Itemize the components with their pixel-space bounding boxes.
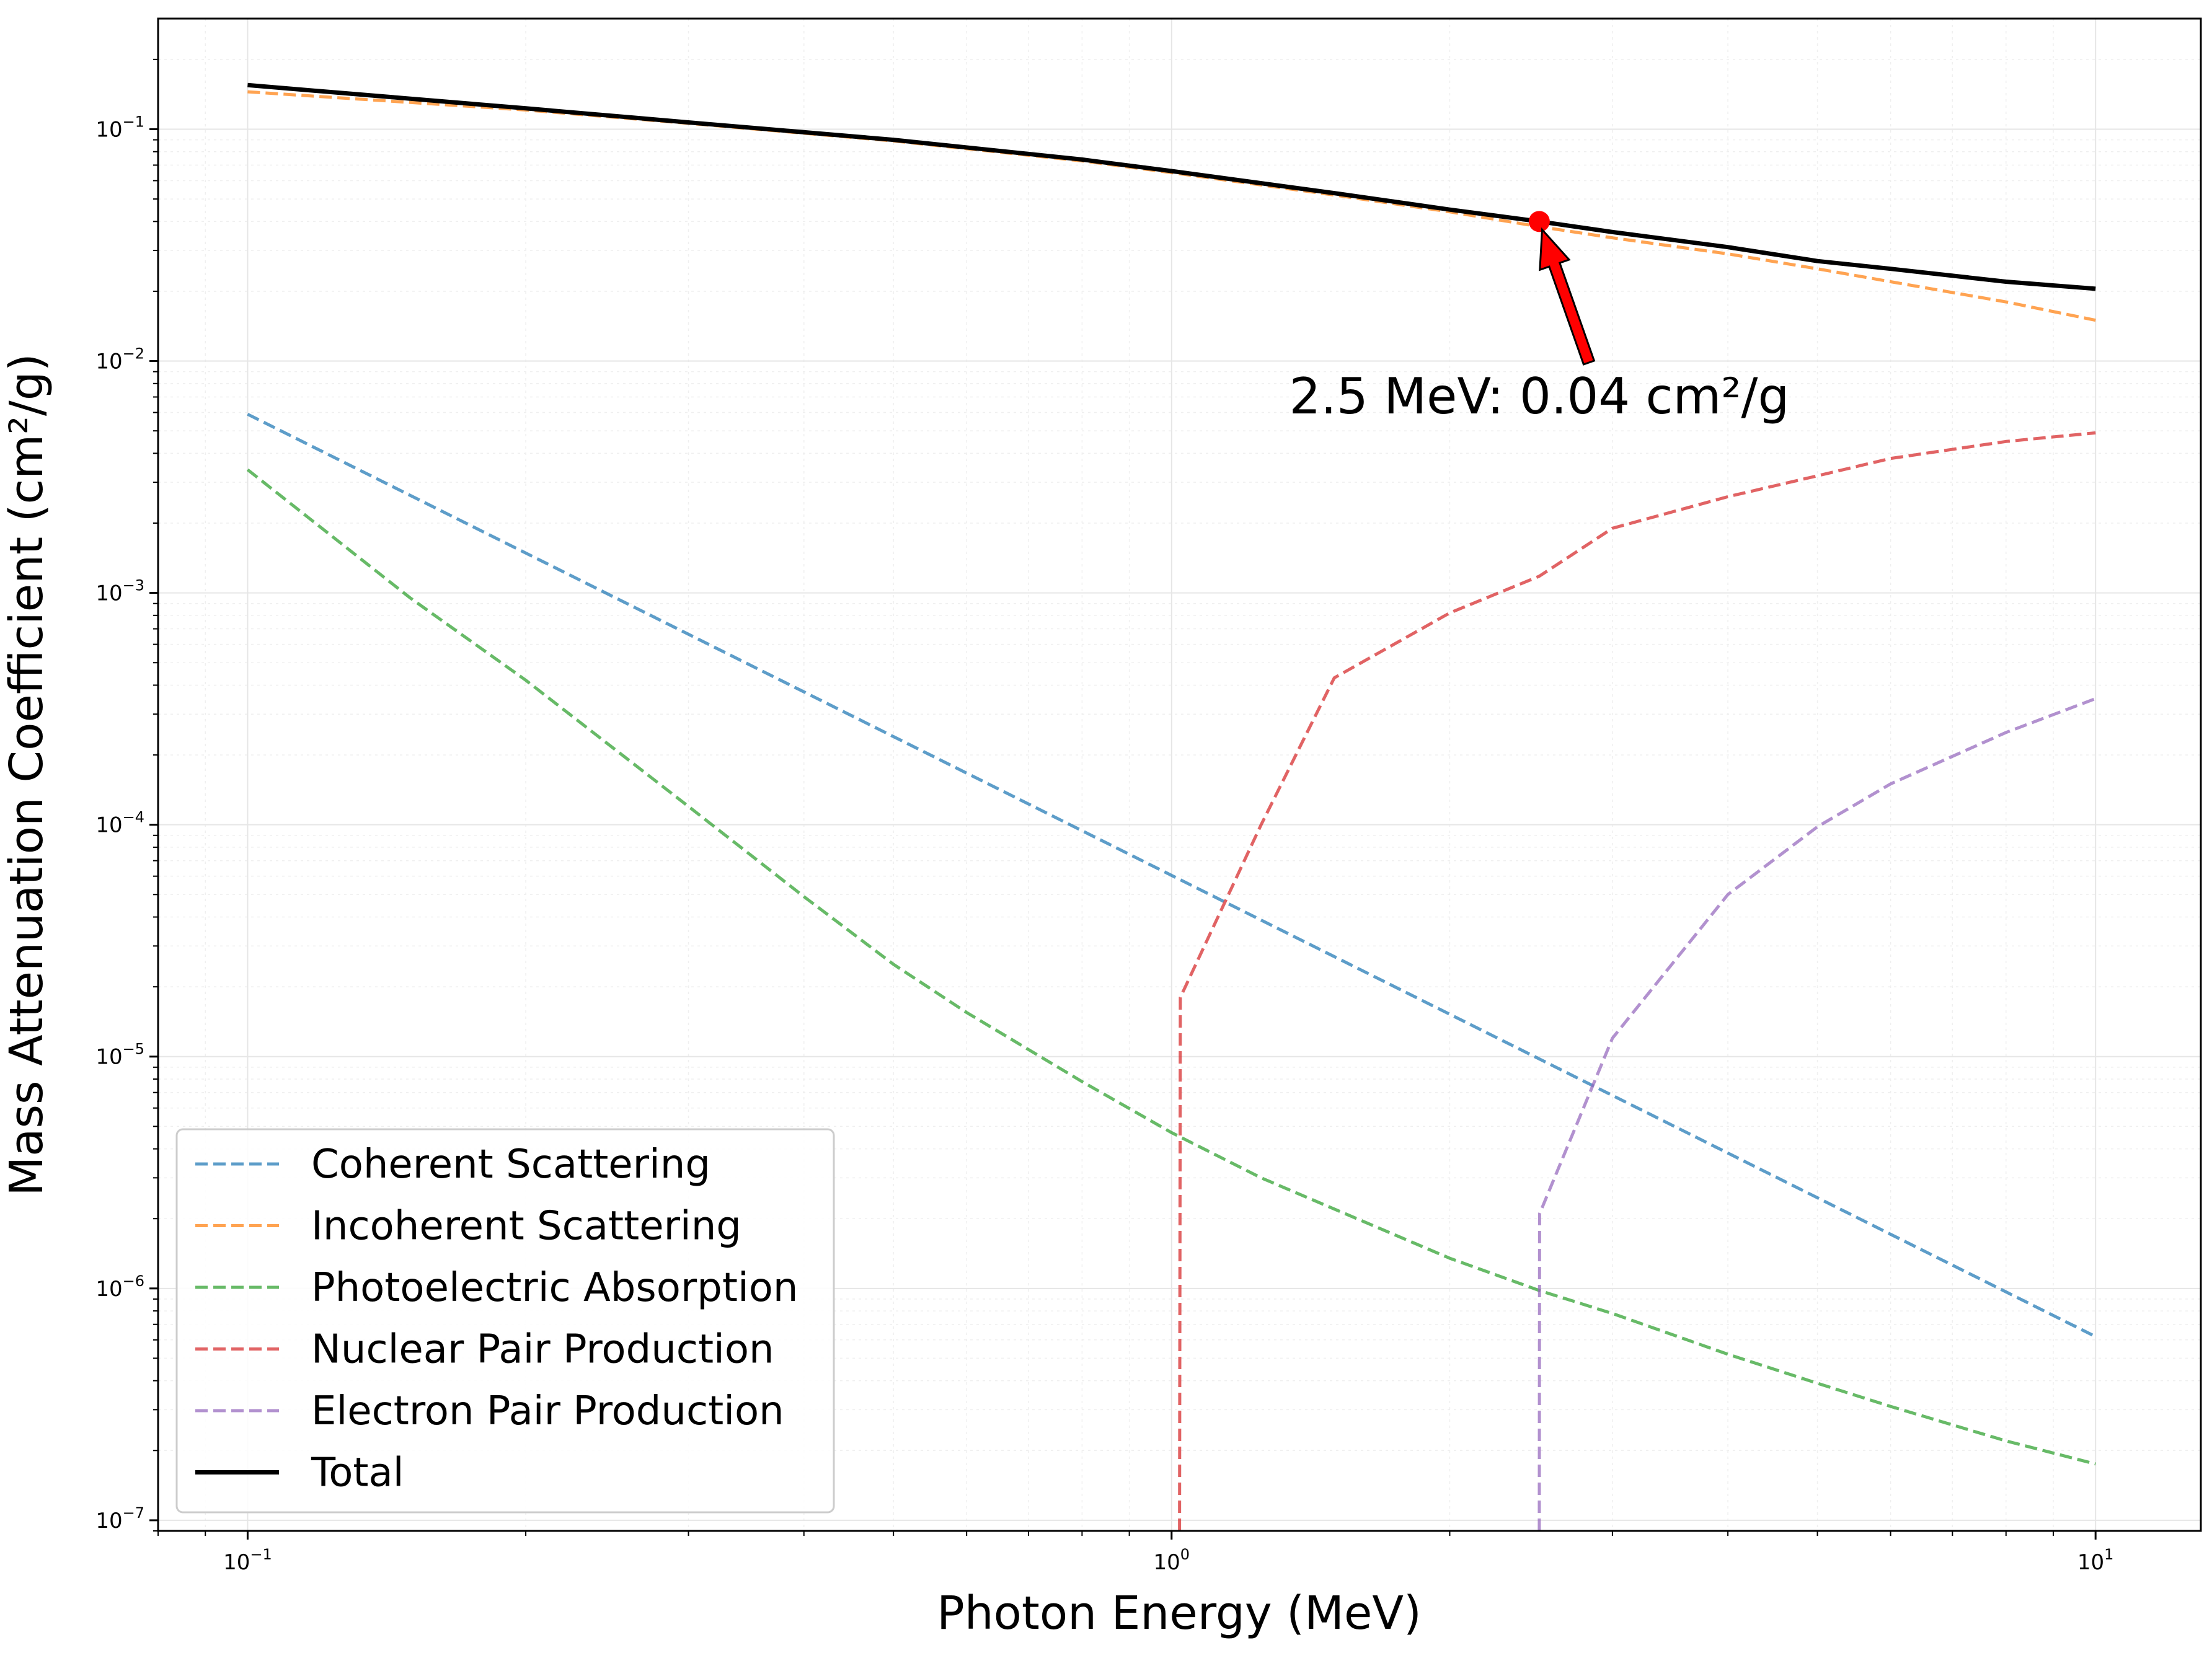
- y-axis-title: Mass Attenuation Coefficient (cm²/g): [0, 353, 53, 1196]
- plot-frame: [157, 17, 2202, 1532]
- legend-label: Incoherent Scattering: [311, 1204, 741, 1250]
- annotation-arrow: [1539, 227, 1596, 366]
- highlight-point: [1528, 211, 1550, 232]
- y-tick-label: 10−3: [95, 577, 144, 606]
- ticks: 10−1 100 101 10−1 10−2 10−3 10−4 10−5 10−6 10−7: [95, 58, 2114, 1575]
- y-tick-label: 10−4: [95, 809, 144, 838]
- annotation-label: 2.5 MeV: 0.04 cm²/g: [1290, 368, 1790, 425]
- x-tick-label: 100: [1154, 1546, 1190, 1575]
- legend-label: Coherent Scattering: [311, 1142, 710, 1188]
- legend-box: [175, 1128, 835, 1514]
- series-line-nuclear-pair-production: [1178, 431, 2096, 1531]
- legend: Coherent Scattering Incoherent Scattering…: [175, 1128, 835, 1514]
- y-tick-label: 10−1: [95, 113, 144, 142]
- y-tick-label: 10−2: [95, 345, 144, 374]
- y-tick-label: 10−6: [95, 1272, 144, 1302]
- legend-label: Nuclear Pair Production: [311, 1327, 774, 1373]
- series-line-coherent-scattering: [247, 413, 2097, 1338]
- series-line-electron-pair-production: [1537, 697, 2097, 1531]
- x-axis-title: Photon Energy (MeV): [937, 1587, 1422, 1640]
- legend-label: Electron Pair Production: [311, 1388, 784, 1434]
- legend-label: Total: [311, 1450, 404, 1496]
- x-tick-label: 10−1: [223, 1546, 272, 1575]
- series-group: [246, 82, 2097, 1531]
- y-tick-label: 10−5: [95, 1041, 144, 1070]
- y-tick-label: 10−7: [95, 1504, 144, 1533]
- series-line-total: [247, 82, 2096, 291]
- annotation-group: 2.5 MeV: 0.04 cm²/g: [1290, 211, 1790, 425]
- legend-label: Photoelectric Absorption: [311, 1265, 798, 1311]
- x-tick-label: 101: [2077, 1546, 2114, 1575]
